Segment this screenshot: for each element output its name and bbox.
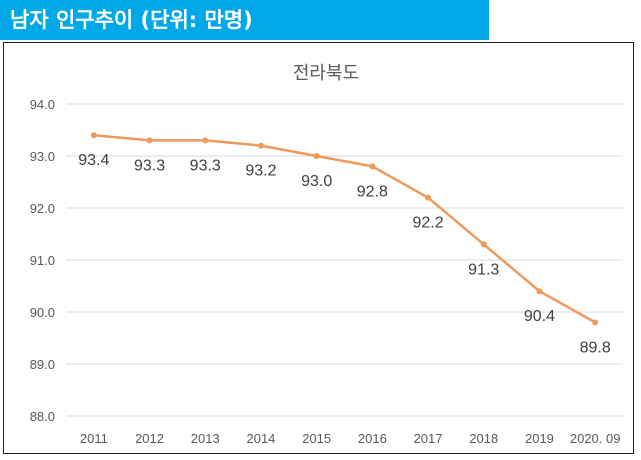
header-banner: 남자 인구추이 (단위: 만명) [0,0,489,40]
data-label: 93.3 [134,157,165,174]
data-label: 93.4 [78,152,109,169]
data-point [257,142,264,149]
data-point [313,153,320,159]
data-point [202,137,209,144]
data-label: 91.3 [468,261,499,278]
data-point [480,241,487,248]
y-tick-label: 94.0 [30,97,55,112]
y-tick-label: 93.0 [30,149,55,164]
chart-title: 전라북도 [293,63,359,84]
data-point [592,319,599,326]
y-tick-label: 92.0 [30,201,55,216]
y-tick-label: 88.0 [30,409,55,424]
data-point [90,132,97,139]
x-tick-label: 2013 [191,431,220,446]
data-point [369,163,376,170]
data-label: 93.3 [190,157,221,174]
y-tick-label: 89.0 [30,357,55,372]
y-tick-label: 91.0 [30,253,55,268]
data-point [425,194,432,201]
x-tick-label: 2012 [135,431,164,446]
x-tick-label: 2017 [414,431,443,446]
data-point [146,137,153,144]
data-label: 92.8 [357,183,388,200]
series-line [90,132,599,326]
x-axis-ticks: 2011 2012 2013 2014 2015 2016 2017 2018 2019 2020… [80,431,621,446]
y-tick-label: 90.0 [30,305,55,320]
data-label: 93.2 [245,163,276,180]
series-line-path [93,133,596,324]
x-tick-label: 2018 [469,431,498,446]
data-point [536,288,543,295]
x-tick-label: 2011 [80,431,108,446]
y-axis-ticks: 88.0 89.0 90.0 91.0 92.0 93.0 94.0 [30,97,55,424]
data-label: 93.0 [301,173,332,190]
data-label: 90.4 [524,308,555,325]
gridlines [66,103,623,417]
x-tick-label: 2020. 09 [570,431,621,446]
data-labels: 93.4 93.3 93.3 93.2 93.0 92.8 92.2 91.3 90.4 89.8 [78,152,611,356]
x-tick-label: 2014 [246,431,275,446]
chart-frame [3,42,634,454]
x-tick-label: 2016 [358,431,387,446]
x-tick-label: 2015 [302,431,331,446]
data-label: 92.2 [412,215,443,232]
data-label: 89.8 [580,339,611,356]
x-tick-label: 2019 [525,431,554,446]
header-title: 남자 인구추이 (단위: 만명) [10,8,253,32]
